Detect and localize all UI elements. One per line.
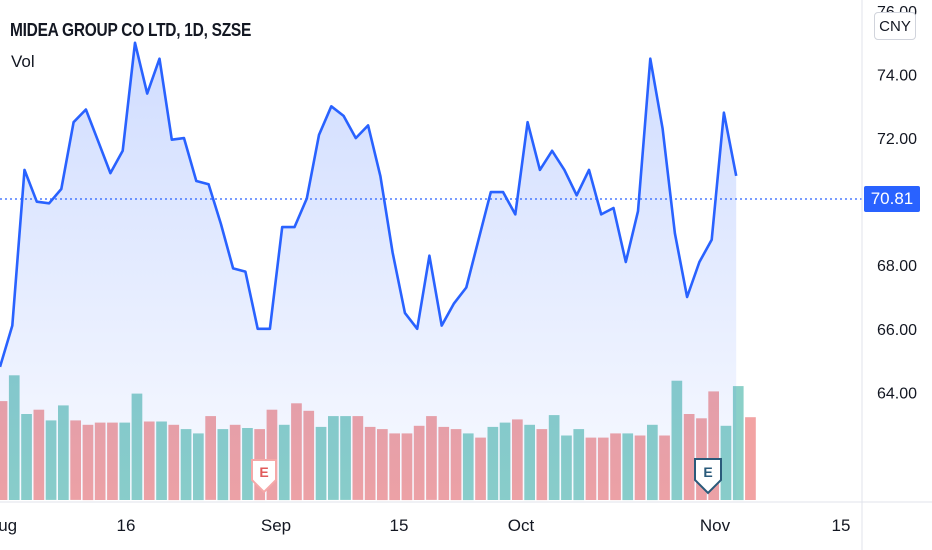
volume-bar xyxy=(745,417,756,500)
volume-legend-label: Vol xyxy=(11,52,35,71)
price-line xyxy=(0,41,738,368)
price-area xyxy=(0,42,737,501)
price-series-line xyxy=(0,41,738,368)
earnings-marker[interactable]: E xyxy=(694,458,722,495)
time-tick-label: Nov xyxy=(700,516,731,535)
price-tick-label: 66.00 xyxy=(877,322,917,339)
time-tick-label: 15 xyxy=(390,516,409,535)
volume-bar xyxy=(732,386,744,501)
time-tick-label: 15 xyxy=(832,516,851,535)
price-area-fill xyxy=(0,42,737,501)
price-tick-label: 72.00 xyxy=(877,131,917,148)
last-price-tag: 70.81 xyxy=(864,186,920,212)
symbol-title: MIDEA GROUP CO LTD, 1D, SZSE xyxy=(10,20,252,40)
price-tick-label: 68.00 xyxy=(877,258,917,275)
currency-button[interactable]: CNY xyxy=(874,12,916,40)
time-tick-label: Sep xyxy=(261,516,291,535)
earnings-markers: E E xyxy=(251,458,722,495)
price-tick-label: 74.00 xyxy=(877,68,917,85)
time-axis[interactable]: Aug 16 Sep 15 Oct Nov 15 xyxy=(0,516,850,535)
earnings-marker[interactable]: E xyxy=(251,459,277,494)
time-tick-label: 16 xyxy=(117,516,136,535)
price-tick-label: 64.00 xyxy=(877,385,917,402)
time-tick-label: Aug xyxy=(0,516,17,535)
svg-text:E: E xyxy=(259,464,268,480)
svg-text:E: E xyxy=(703,464,712,480)
time-tick-label: Oct xyxy=(508,516,535,535)
